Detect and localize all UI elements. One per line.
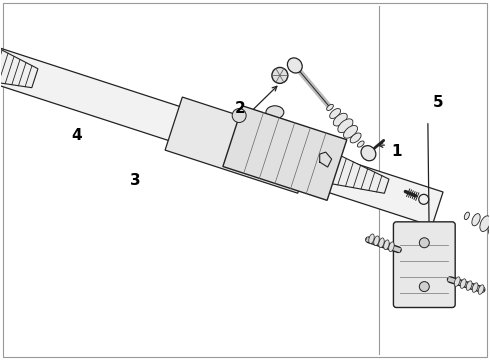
Ellipse shape [369, 234, 374, 244]
Text: 2: 2 [235, 101, 245, 116]
Ellipse shape [361, 146, 376, 161]
Ellipse shape [343, 125, 358, 138]
Ellipse shape [419, 238, 429, 248]
Ellipse shape [384, 240, 389, 249]
Ellipse shape [338, 119, 353, 132]
Polygon shape [0, 41, 38, 88]
Ellipse shape [472, 283, 478, 292]
Ellipse shape [419, 194, 429, 204]
Polygon shape [223, 106, 347, 201]
Polygon shape [330, 155, 389, 193]
Ellipse shape [333, 113, 347, 126]
Ellipse shape [374, 236, 379, 246]
Ellipse shape [266, 106, 284, 119]
Polygon shape [165, 97, 315, 193]
Text: 1: 1 [391, 144, 402, 159]
Text: 5: 5 [433, 95, 443, 111]
Ellipse shape [465, 212, 469, 220]
Polygon shape [0, 44, 443, 226]
Ellipse shape [480, 216, 490, 231]
Ellipse shape [327, 104, 333, 111]
Ellipse shape [350, 133, 361, 143]
Ellipse shape [466, 281, 472, 291]
Ellipse shape [454, 277, 460, 286]
Ellipse shape [460, 279, 466, 288]
Ellipse shape [272, 67, 288, 84]
Ellipse shape [357, 141, 364, 147]
Text: 3: 3 [130, 172, 141, 188]
Ellipse shape [419, 282, 429, 292]
Ellipse shape [288, 58, 302, 73]
Ellipse shape [330, 109, 341, 118]
Ellipse shape [389, 242, 394, 252]
Ellipse shape [489, 219, 490, 236]
Text: 4: 4 [71, 128, 82, 143]
Polygon shape [319, 152, 332, 167]
FancyBboxPatch shape [393, 222, 455, 307]
Ellipse shape [232, 109, 246, 122]
Ellipse shape [379, 238, 384, 248]
Ellipse shape [478, 285, 484, 294]
Ellipse shape [472, 213, 480, 226]
